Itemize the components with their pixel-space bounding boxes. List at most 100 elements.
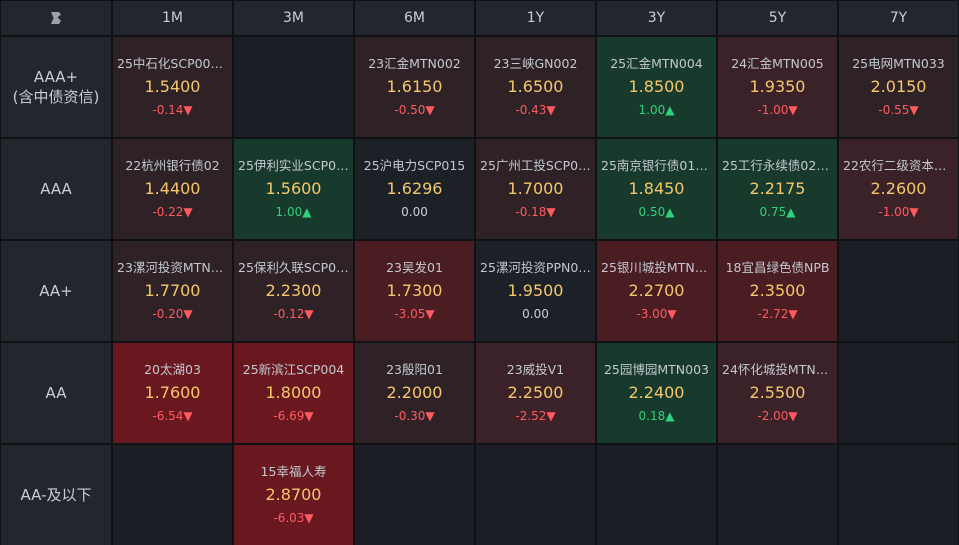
bond-cell[interactable]: 22杭州银行债02 1.4400 -0.22▼ [113, 139, 232, 239]
bond-name: 25园博园MTN003 [603, 362, 710, 377]
empty-cell [718, 445, 837, 545]
row-label-rating: AAA+ [33, 68, 79, 86]
bond-cell[interactable]: 25银川城投MTN001 2.2700 -3.00▼ [597, 241, 716, 341]
bond-cell[interactable]: 25工行永续债02BC 2.2175 0.75▲ [718, 139, 837, 239]
bond-cell[interactable]: 25园博园MTN003 2.2400 0.18▲ [597, 343, 716, 443]
bond-yield: 2.2000 [386, 383, 443, 402]
bond-name: 23威投V1 [506, 362, 565, 377]
bond-cell[interactable]: 25中石化SCP001(... 1.5400 -0.14▼ [113, 37, 232, 137]
bond-yield: 1.7000 [507, 179, 564, 198]
bond-name: 22杭州银行债02 [125, 158, 220, 173]
bond-change: -6.69▼ [273, 409, 314, 423]
bond-name: 22农行二级资本债0... [843, 158, 954, 173]
bond-cell[interactable]: 25汇金MTN004 1.8500 1.00▲ [597, 37, 716, 137]
bond-change: -3.05▼ [394, 307, 435, 321]
bond-cell[interactable]: 25新滨江SCP004 1.8000 -6.69▼ [234, 343, 353, 443]
row-label-rating: AAA [40, 180, 72, 198]
bond-yield: 1.9500 [507, 281, 564, 300]
bond-name: 25中石化SCP001(... [117, 56, 228, 71]
bond-cell[interactable]: 20太湖03 1.7600 -6.54▼ [113, 343, 232, 443]
bond-name: 25电网MTN033 [852, 56, 945, 71]
bond-change: -2.72▼ [757, 307, 798, 321]
bond-change: -6.03▼ [273, 511, 314, 525]
bond-yield: 2.2400 [628, 383, 685, 402]
bond-name: 25保利久联SCP003 [238, 260, 349, 275]
bond-cell[interactable]: 25南京银行债01BC 1.8450 0.50▲ [597, 139, 716, 239]
bond-cell[interactable]: 23三峡GN002 1.6500 -0.43▼ [476, 37, 595, 137]
bond-name: 25汇金MTN004 [610, 56, 703, 71]
bond-change: -6.54▼ [152, 409, 193, 423]
col-header-3m: 3M [234, 1, 353, 35]
bond-name: 23汇金MTN002 [368, 56, 461, 71]
bond-name: 25银川城投MTN001 [601, 260, 712, 275]
bond-cell[interactable]: 25保利久联SCP003 2.2300 -0.12▼ [234, 241, 353, 341]
col-header-1y: 1Y [476, 1, 595, 35]
bond-name: 24汇金MTN005 [731, 56, 824, 71]
bond-change: 0.75▲ [759, 205, 796, 219]
bond-name: 15幸福人寿 [260, 464, 327, 479]
bond-name: 25漯河投资PPN002 [480, 260, 591, 275]
bond-yield: 2.0150 [870, 77, 927, 96]
bond-cell[interactable]: 23漯河投资MTN003 1.7700 -0.20▼ [113, 241, 232, 341]
bond-yield: 1.7300 [386, 281, 443, 300]
bond-cell[interactable]: 25漯河投资PPN002 1.9500 0.00 [476, 241, 595, 341]
bond-cell[interactable]: 25伊利实业SCP018 1.5600 1.00▲ [234, 139, 353, 239]
row-label-rating: AA [45, 384, 67, 402]
bond-cell[interactable]: 23汇金MTN002 1.6150 -0.50▼ [355, 37, 474, 137]
bond-yield: 1.6150 [386, 77, 443, 96]
bond-cell[interactable]: 23殷阳01 2.2000 -0.30▼ [355, 343, 474, 443]
bond-yield: 2.2500 [507, 383, 564, 402]
bond-cell[interactable]: 23吴发01 1.7300 -3.05▼ [355, 241, 474, 341]
bond-yield: 1.8450 [628, 179, 685, 198]
bond-change: 0.18▲ [638, 409, 675, 423]
empty-cell [839, 343, 958, 443]
row-label-note: (含中债资信) [12, 88, 100, 106]
bond-change: 1.00▲ [638, 103, 675, 117]
bond-change: -0.18▼ [515, 205, 556, 219]
bond-change: -0.30▼ [394, 409, 435, 423]
empty-cell [839, 241, 958, 341]
bond-cell[interactable]: 22农行二级资本债0... 2.2600 -1.00▼ [839, 139, 958, 239]
bond-change: -0.55▼ [878, 103, 919, 117]
bond-yield: 1.4400 [144, 179, 201, 198]
bond-change: -1.00▼ [757, 103, 798, 117]
col-header-7y: 7Y [839, 1, 958, 35]
bond-yield: 1.7600 [144, 383, 201, 402]
bond-yield: 2.2700 [628, 281, 685, 300]
empty-cell [839, 445, 958, 545]
bond-change: -2.52▼ [515, 409, 556, 423]
bond-cell[interactable]: 15幸福人寿 2.8700 -6.03▼ [234, 445, 353, 545]
empty-cell [234, 37, 353, 137]
bond-change: 0.00 [401, 205, 428, 219]
bond-cell[interactable]: 25广州工投SCP003 1.7000 -0.18▼ [476, 139, 595, 239]
bond-change: -0.12▼ [273, 307, 314, 321]
bond-cell[interactable]: 25沪电力SCP015 1.6296 0.00 [355, 139, 474, 239]
row-label: AA-及以下 [1, 445, 111, 545]
bond-name: 18宜昌绿色债NPB [725, 260, 830, 275]
bond-cell[interactable]: 23威投V1 2.2500 -2.52▼ [476, 343, 595, 443]
bond-name: 25新滨江SCP004 [242, 362, 345, 377]
row-label-rating: AA-及以下 [20, 486, 92, 504]
bond-cell[interactable]: 25电网MTN033 2.0150 -0.55▼ [839, 37, 958, 137]
bond-change: -3.00▼ [636, 307, 677, 321]
bond-change: -0.50▼ [394, 103, 435, 117]
col-header-1m: 1M [113, 1, 232, 35]
corner-logo-cell [1, 1, 111, 35]
bond-cell[interactable]: 18宜昌绿色债NPB 2.3500 -2.72▼ [718, 241, 837, 341]
bond-cell[interactable]: 24怀化城投MTN00... 2.5500 -2.00▼ [718, 343, 837, 443]
bond-change: -0.43▼ [515, 103, 556, 117]
col-header-5y: 5Y [718, 1, 837, 35]
bond-change: -0.22▼ [152, 205, 193, 219]
row-label: AA+ [1, 241, 111, 341]
col-header-3y: 3Y [597, 1, 716, 35]
bond-change: 0.00 [522, 307, 549, 321]
bond-yield: 1.6500 [507, 77, 564, 96]
bond-yield: 1.7700 [144, 281, 201, 300]
bond-name: 23漯河投资MTN003 [117, 260, 228, 275]
bond-cell[interactable]: 24汇金MTN005 1.9350 -1.00▼ [718, 37, 837, 137]
empty-cell [597, 445, 716, 545]
bond-yield: 2.8700 [265, 485, 322, 504]
bond-change: -1.00▼ [878, 205, 919, 219]
bond-yield: 2.2300 [265, 281, 322, 300]
bond-name: 25南京银行债01BC [601, 158, 712, 173]
